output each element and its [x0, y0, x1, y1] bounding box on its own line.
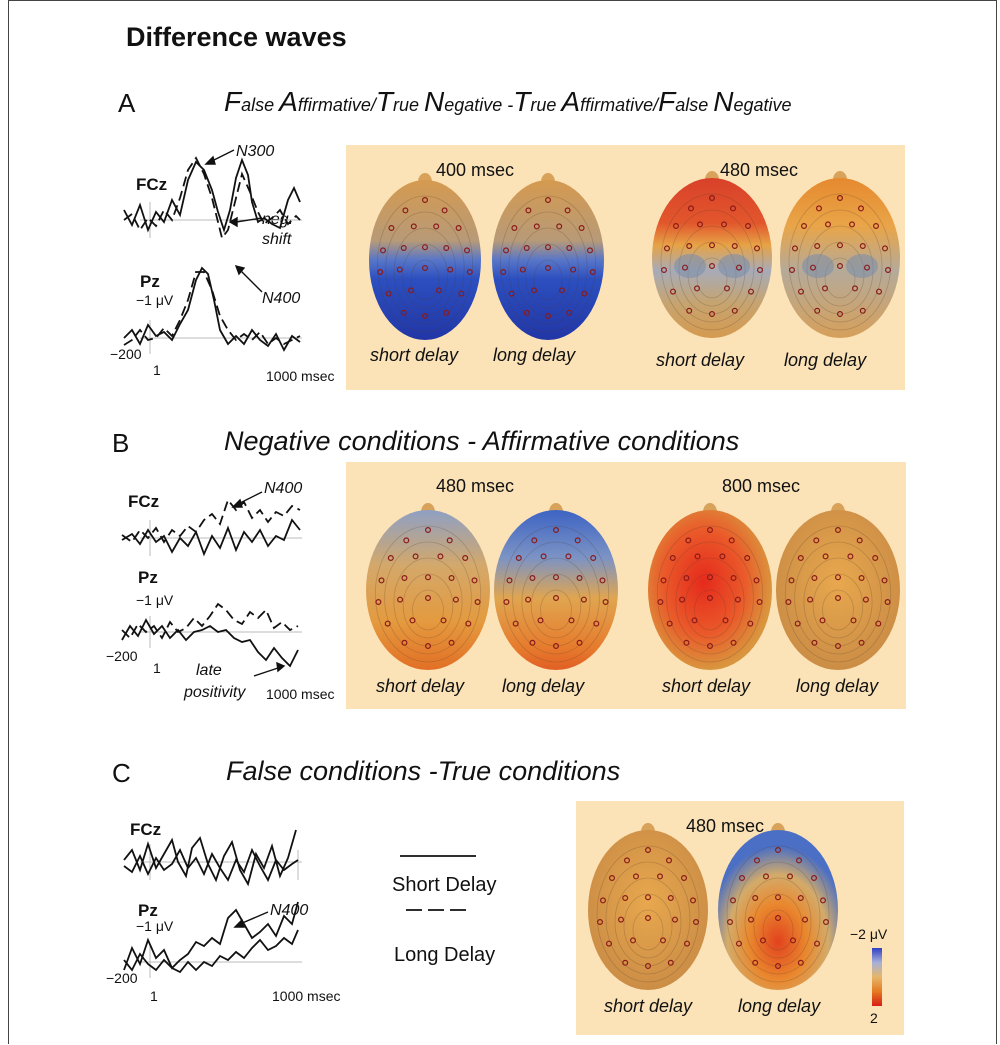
colorbar-top-label: −2 μV	[850, 926, 888, 942]
panel-b-head-3	[648, 503, 772, 670]
title-a-rest-0: alse	[241, 95, 280, 115]
panel-a-amp-label: −1 μV	[136, 292, 174, 308]
panel-c-head-1	[588, 823, 708, 990]
panel-b-letter: B	[112, 428, 130, 458]
panel-a-head-3	[652, 171, 772, 338]
panel-c-anno-n400: N400	[270, 902, 309, 919]
panel-b-head-4	[776, 503, 900, 670]
title-a-cap-2: T	[375, 86, 393, 117]
panel-b-anno-positivity: positivity	[184, 684, 246, 701]
panel-b-x-end: 1000 msec	[266, 686, 335, 702]
panel-b-head-label-3: short delay	[662, 676, 751, 696]
legend-lines	[400, 855, 476, 911]
colorbar-bottom-label: 2	[870, 1010, 878, 1026]
title-a-cap-4: T	[513, 86, 531, 117]
legend-long-label: Long Delay	[394, 944, 496, 966]
panel-a-waveforms	[123, 149, 302, 354]
panel-c-title: False conditions -True conditions	[226, 756, 621, 786]
panel-a-anno-n300: N300	[236, 143, 275, 160]
panel-c-amp-label: −1 μV	[136, 918, 174, 934]
panel-b-title: Negative conditions - Affirmative condit…	[224, 426, 740, 456]
title-a-cap-0: F	[224, 86, 242, 117]
panel-b-head-2	[494, 503, 618, 670]
title-a-rest-6: alse	[675, 95, 714, 115]
panel-b-head-label-2: long delay	[502, 676, 585, 696]
panel-b-fcz-label: FCz	[128, 492, 160, 511]
panel-a-head-label-2: long delay	[493, 345, 576, 365]
title-a-cap-6: F	[658, 86, 676, 117]
panel-a-map-time-2: 480 msec	[720, 160, 799, 180]
panel-a-head-label-1: short delay	[370, 345, 459, 365]
panel-a-x-one: 1	[153, 362, 161, 378]
panel-a-fcz-label: FCz	[136, 175, 168, 194]
figure-title: Difference waves	[126, 22, 347, 52]
panel-c-map-time-1: 480 msec	[686, 816, 765, 836]
panel-a-letter: A	[118, 88, 136, 118]
panel-c-x-one: 1	[150, 988, 158, 1004]
panel-b-amp-label: −1 μV	[136, 592, 174, 608]
title-a-rest-7: egative	[733, 95, 792, 115]
panel-a-pz-label: Pz	[140, 272, 160, 291]
title-a-rest-1: ffirmative/	[297, 95, 376, 115]
panel-c-waveforms	[123, 829, 302, 978]
panel-b-anno-late: late	[196, 662, 222, 679]
panel-b-waveforms	[121, 491, 302, 677]
title-a-cap-5: A	[561, 86, 581, 117]
panel-a-title: False Affirmative/True Negative -True Af…	[224, 86, 792, 118]
panel-a-x-end: 1000 msec	[266, 368, 335, 384]
title-a-rest-5: ffirmative/	[580, 95, 659, 115]
title-a-cap-7: N	[713, 86, 734, 117]
panel-b-x-start: −200	[106, 648, 138, 664]
panel-a-map-time-1: 400 msec	[436, 160, 515, 180]
panel-b-head-label-4: long delay	[796, 676, 879, 696]
panel-a-x-start: −200	[110, 346, 142, 362]
title-a-cap-3: N	[423, 86, 445, 117]
panel-a-head-4	[780, 171, 900, 338]
panel-b-map-time-2: 800 msec	[722, 476, 801, 496]
panel-a-head-label-4: long delay	[784, 350, 867, 370]
panel-b-head-1	[366, 503, 490, 670]
panel-b-map-time-1: 480 msec	[436, 476, 515, 496]
title-a-rest-3: egative -	[444, 95, 514, 115]
panel-c-fcz-label: FCz	[130, 820, 162, 839]
title-a-rest-2: rue	[392, 95, 424, 115]
panel-c-letter: C	[112, 758, 131, 788]
panel-a-head-label-3: short delay	[656, 350, 745, 370]
panel-c-head-label-2: long delay	[738, 996, 821, 1016]
panel-a-head-1	[369, 173, 481, 340]
panel-b-head-label-1: short delay	[376, 676, 465, 696]
panel-b-pz-label: Pz	[138, 568, 158, 587]
panel-a-head-2	[492, 173, 604, 340]
panel-b-anno-n400: N400	[264, 480, 303, 497]
panel-b-x-one: 1	[153, 660, 161, 676]
panel-a-anno-n400: N400	[262, 290, 301, 307]
panel-c-x-start: −200	[106, 970, 138, 986]
panel-c-head-label-1: short delay	[604, 996, 693, 1016]
legend-short-label: Short Delay	[392, 874, 497, 896]
title-a-cap-1: A	[279, 86, 298, 117]
panel-c-x-end: 1000 msec	[272, 988, 341, 1004]
panel-c-head-2	[718, 823, 838, 990]
figure-frame	[8, 0, 997, 1044]
colorbar	[872, 948, 882, 1006]
panel-c-pz-label: Pz	[138, 901, 158, 920]
title-a-rest-4: rue	[530, 95, 562, 115]
